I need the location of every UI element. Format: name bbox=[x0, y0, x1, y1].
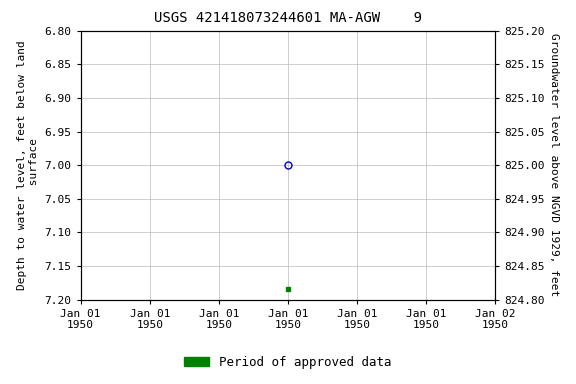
Y-axis label: Groundwater level above NGVD 1929, feet: Groundwater level above NGVD 1929, feet bbox=[549, 33, 559, 297]
Y-axis label: Depth to water level, feet below land
 surface: Depth to water level, feet below land su… bbox=[17, 40, 39, 290]
Title: USGS 421418073244601 MA-AGW    9: USGS 421418073244601 MA-AGW 9 bbox=[154, 12, 422, 25]
Legend: Period of approved data: Period of approved data bbox=[179, 351, 397, 374]
